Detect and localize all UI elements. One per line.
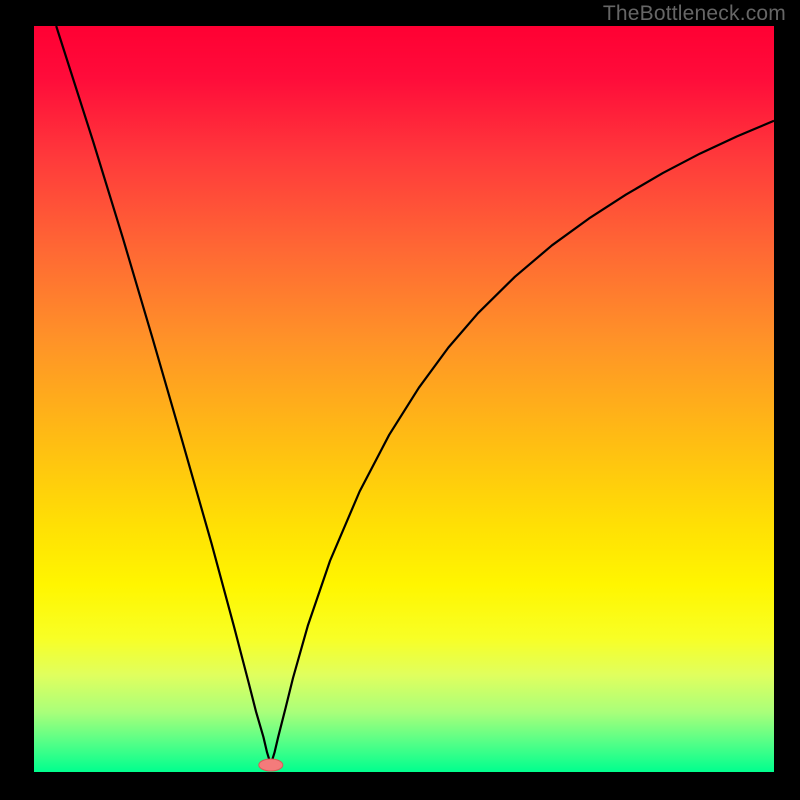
optimal-point-marker [259, 759, 283, 771]
plot-background [34, 26, 774, 772]
watermark-text: TheBottleneck.com [603, 2, 786, 26]
bottleneck-chart [0, 0, 800, 800]
chart-container: TheBottleneck.com [0, 0, 800, 800]
